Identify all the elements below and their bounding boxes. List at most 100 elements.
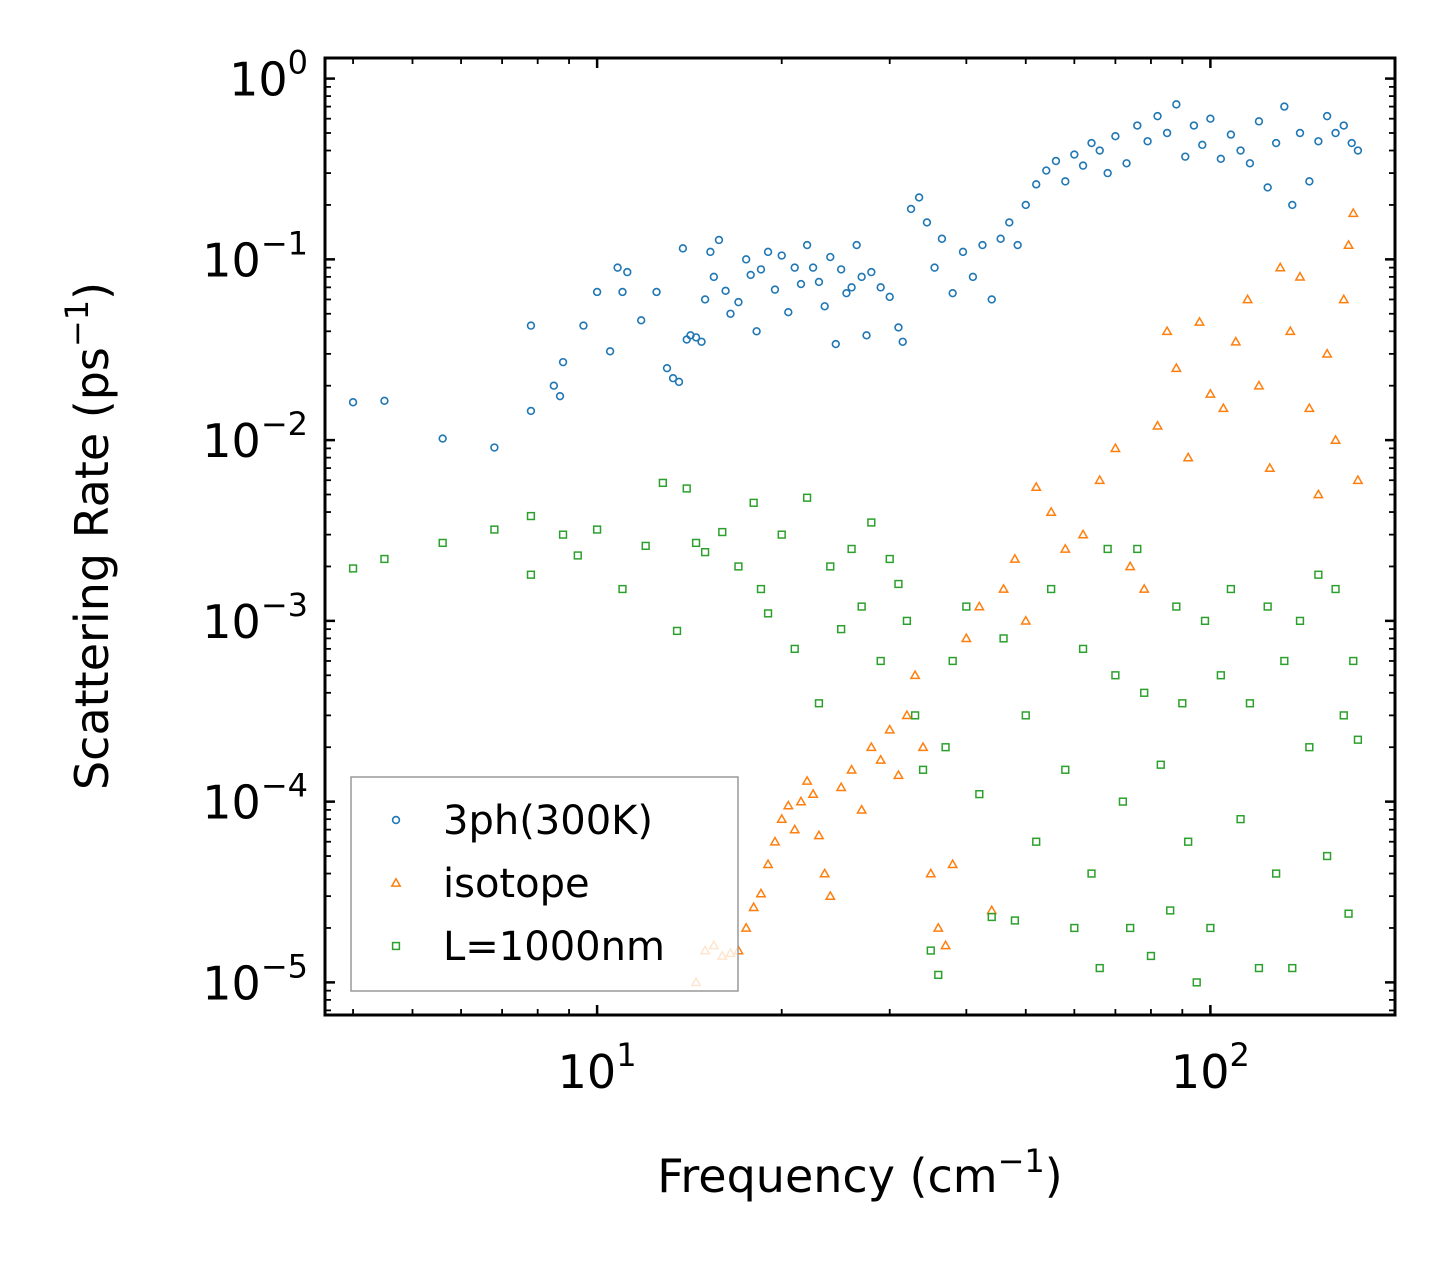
series-0-point-1: [380, 396, 389, 405]
series-1-point-49: [1161, 325, 1173, 336]
series-1-point-64: [1321, 348, 1333, 358]
series-1-point-9: [762, 858, 774, 869]
series-1-point-66: [1338, 293, 1350, 304]
series-1-point-51: [1182, 451, 1194, 462]
series-0-point-66: [968, 272, 978, 282]
series-0-point-85: [1143, 137, 1152, 146]
series-2-point-63: [1178, 699, 1187, 708]
series-1-point-30: [925, 867, 937, 878]
series-1-point-12: [782, 799, 794, 810]
series-0-point-55: [876, 283, 885, 292]
series-0-point-17: [662, 363, 672, 373]
series-1-point-20: [835, 781, 847, 792]
series-1-point-33: [947, 858, 959, 869]
series-2-point-74: [1271, 869, 1281, 878]
series-0-point-77: [1070, 150, 1079, 159]
series-2-point-50: [1078, 644, 1088, 654]
series-0-point-83: [1122, 159, 1131, 168]
series-1-point-65: [1330, 434, 1342, 445]
x-tick-label-1: 102: [1171, 1036, 1250, 1099]
series-2-point-27: [847, 544, 856, 554]
series-2-point-72: [1254, 963, 1264, 973]
series-2-point-64: [1184, 837, 1193, 846]
series-2-point-37: [934, 970, 943, 980]
series-1-point-26: [892, 769, 904, 780]
series-0-point-61: [922, 218, 932, 227]
legend-label-isotope: isotope: [443, 861, 590, 907]
y-tick-label-2: 10−2: [202, 405, 308, 468]
y-tick-label-1: 10−1: [202, 224, 308, 287]
series-0-point-75: [1051, 156, 1061, 166]
series-2-point-6: [558, 530, 568, 539]
series-0-point-69: [996, 234, 1005, 243]
series-2-point-59: [1146, 951, 1156, 961]
series-0-point-60: [914, 193, 924, 202]
series-2-point-32: [894, 579, 903, 589]
series-0-point-71: [1013, 240, 1022, 250]
series-2-point-0: [348, 564, 358, 573]
series-2-point-66: [1200, 616, 1210, 626]
legend-markers: [390, 815, 402, 951]
series-2-point-69: [1226, 584, 1236, 594]
series-0-point-108: [1347, 138, 1356, 148]
series-2-point-36: [926, 946, 935, 955]
series-2-point-31: [885, 554, 894, 564]
series-2-point-58: [1140, 688, 1149, 697]
series-1-point-59: [1274, 261, 1286, 272]
series-2-point-20: [763, 609, 773, 618]
series-0-point-38: [777, 251, 786, 260]
series-2-point-10: [641, 541, 650, 551]
series-0-point-102: [1295, 128, 1305, 138]
series-2-point-78: [1305, 743, 1314, 752]
series-0-point-62: [930, 263, 939, 272]
series-1-point-45: [1109, 442, 1121, 453]
series-2-point-44: [1010, 916, 1020, 925]
series-1-point-10: [769, 836, 781, 846]
series-2-point-14: [691, 538, 701, 548]
y-tick-label-0: 100: [229, 44, 308, 107]
series-1-point-19: [824, 890, 836, 901]
tick-labels-layer: 101 102 100 10−1 10−2 10−3 10−4 10−5: [202, 44, 1250, 1099]
legend-marker-0: [391, 815, 401, 825]
series-2-point-24: [814, 699, 824, 708]
series-2-points: [348, 478, 1363, 987]
legend-marker-2: [391, 941, 401, 951]
series-1-point-6: [740, 922, 752, 932]
series-1-point-69: [1352, 474, 1364, 485]
x-axis-title: Frequency (cm−1): [657, 1142, 1062, 1203]
series-0-point-4: [526, 321, 536, 330]
series-0-point-13: [618, 287, 627, 297]
series-1-point-52: [1194, 316, 1206, 326]
series-0-point-30: [726, 309, 735, 318]
legend-label-3ph: 3ph(300K): [443, 798, 653, 844]
series-1-point-43: [1077, 528, 1089, 539]
series-1-point-27: [901, 709, 913, 720]
series-0-point-107: [1339, 121, 1348, 130]
series-2-point-61: [1166, 906, 1175, 915]
series-2-point-73: [1263, 602, 1272, 611]
series-2-point-65: [1192, 978, 1201, 987]
series-2-point-51: [1087, 869, 1096, 878]
series-2-point-70: [1236, 814, 1245, 824]
series-1-point-62: [1303, 402, 1315, 413]
series-0-point-90: [1189, 121, 1199, 130]
series-0-point-9: [579, 321, 588, 330]
series-0-point-86: [1153, 111, 1162, 121]
series-2-point-23: [802, 493, 812, 502]
series-0-point-24: [697, 337, 706, 346]
series-1-point-23: [865, 741, 877, 752]
series-0-point-100: [1280, 102, 1289, 111]
series-1-point-24: [875, 754, 887, 764]
series-1-point-31: [932, 922, 944, 932]
series-1-points: [690, 207, 1364, 987]
series-1-point-22: [856, 804, 868, 814]
series-0-point-74: [1042, 166, 1051, 175]
series-2-point-34: [910, 711, 920, 720]
y-tick-label-4: 10−4: [202, 767, 308, 830]
series-0-point-11: [605, 347, 615, 356]
series-1-point-44: [1094, 474, 1106, 485]
series-2-point-48: [1061, 765, 1070, 774]
series-0-point-26: [706, 247, 715, 257]
y-tick-label-3: 10−3: [202, 586, 308, 649]
